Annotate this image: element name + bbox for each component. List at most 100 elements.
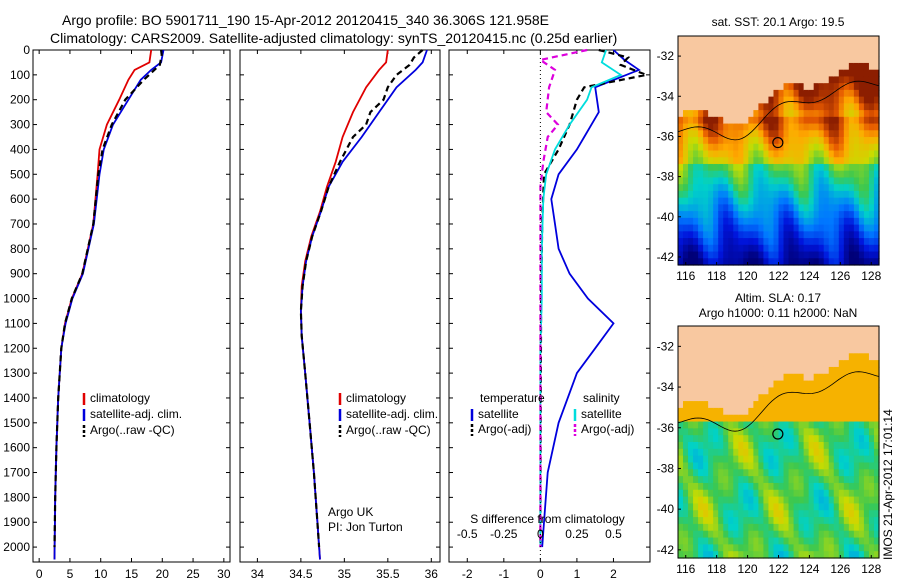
map-cell	[843, 76, 850, 84]
map-cell	[758, 510, 765, 518]
map-cell	[733, 83, 739, 91]
map-cell	[783, 211, 790, 219]
map-cell	[858, 442, 865, 450]
map-cell	[768, 83, 775, 91]
map-cell	[758, 150, 765, 158]
map-cell	[848, 353, 855, 361]
map-cell	[818, 211, 825, 219]
map-cell	[868, 217, 875, 226]
map-cell	[798, 157, 805, 165]
map-cell	[708, 360, 714, 368]
map-cell	[828, 346, 835, 354]
map-cell	[753, 544, 760, 552]
map-cell	[683, 103, 689, 111]
map-cell	[678, 380, 684, 389]
map-cell	[728, 143, 734, 152]
map-cell	[833, 428, 840, 436]
map-cell	[718, 163, 724, 172]
map-cell	[823, 76, 830, 84]
map-cell	[848, 69, 855, 78]
map-cell	[823, 211, 830, 219]
map-cell	[683, 517, 689, 525]
map-cell	[798, 150, 805, 158]
map-cell	[688, 184, 694, 192]
map-cell	[708, 177, 714, 185]
map-cell	[863, 551, 870, 559]
map-cell	[793, 455, 800, 464]
map-cell	[828, 163, 835, 172]
map-cell	[823, 414, 830, 423]
map-cell	[808, 401, 815, 409]
map-cell	[808, 49, 815, 57]
map-cell	[843, 332, 850, 341]
map-cell	[778, 537, 785, 545]
map-cell	[808, 150, 815, 158]
difference-xtick-label: 1	[574, 567, 581, 580]
map-cell	[708, 544, 714, 552]
map-cell	[808, 238, 815, 246]
map-cell	[868, 69, 875, 78]
map_sst-ytick-label: -32	[657, 49, 675, 63]
map-cell	[703, 89, 709, 98]
map-cell	[783, 150, 790, 158]
map-cell	[843, 380, 850, 389]
map-cell	[683, 503, 689, 511]
map-cell	[843, 244, 850, 253]
map-cell	[693, 551, 699, 559]
map-cell	[778, 496, 785, 505]
legend-label: climatology	[90, 391, 150, 405]
map-cell	[873, 373, 880, 382]
map-cell	[873, 123, 880, 131]
map-cell	[683, 366, 689, 375]
map-cell	[738, 435, 744, 443]
map-cell	[858, 530, 865, 539]
map-cell	[728, 184, 734, 192]
map-cell	[713, 62, 719, 71]
map-cell	[693, 184, 699, 192]
map-cell	[758, 157, 765, 165]
map-cell	[828, 523, 835, 532]
map-cell	[858, 231, 865, 239]
map-cell	[678, 251, 684, 259]
map-cell	[713, 455, 719, 464]
map-cell	[758, 89, 765, 98]
map-cell	[823, 346, 830, 354]
map-cell	[848, 414, 855, 423]
map-cell	[708, 448, 714, 457]
map-cell	[853, 163, 860, 172]
map-cell	[723, 251, 729, 259]
map-cell	[723, 150, 729, 158]
map-cell	[718, 476, 724, 484]
map-cell	[813, 332, 820, 341]
map-cell	[843, 510, 850, 518]
map-cell	[828, 489, 835, 498]
map-cell	[853, 204, 860, 212]
map-cell	[748, 163, 754, 172]
map-cell	[853, 455, 860, 464]
map-cell	[788, 211, 795, 219]
map-cell	[818, 346, 825, 354]
map-cell	[688, 346, 694, 354]
map-cell	[688, 211, 694, 219]
map-cell	[848, 551, 855, 559]
map-cell	[798, 49, 805, 57]
map-cell	[768, 69, 775, 78]
map-cell	[763, 380, 770, 389]
map-cell	[828, 143, 835, 152]
map-cell	[693, 36, 699, 44]
map-cell	[713, 251, 719, 259]
map-cell	[838, 510, 845, 518]
map-cell	[848, 42, 855, 51]
map-cell	[678, 360, 684, 368]
map-cell	[728, 258, 734, 266]
map-cell	[678, 489, 684, 498]
map-cell	[698, 137, 704, 145]
map-cell	[723, 190, 729, 199]
map-cell	[713, 42, 719, 51]
map-cell	[678, 332, 684, 341]
map-cell	[843, 482, 850, 491]
map-cell	[703, 339, 709, 348]
map-cell	[858, 455, 865, 464]
map-cell	[858, 380, 865, 389]
map-cell	[703, 517, 709, 525]
